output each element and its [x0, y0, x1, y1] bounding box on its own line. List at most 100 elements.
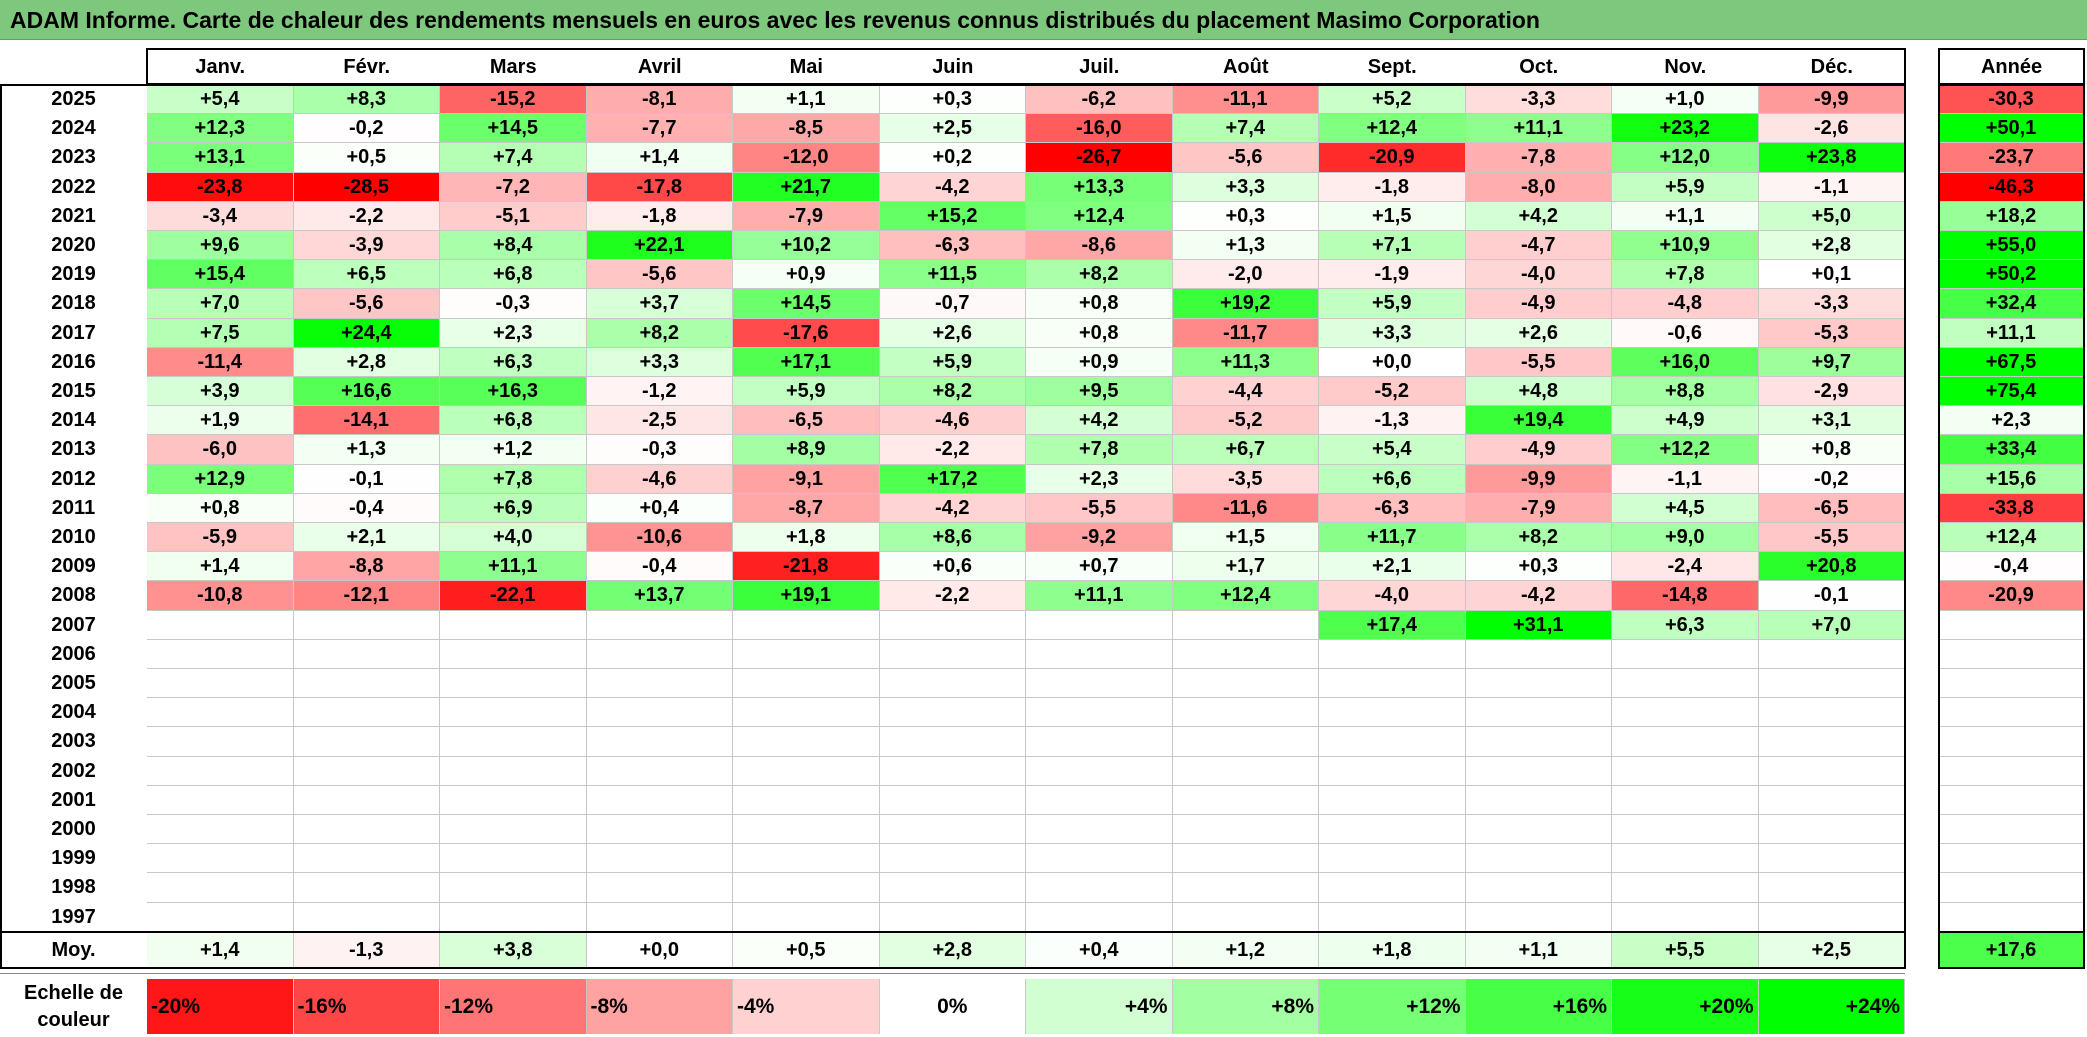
heatmap-cell: +6,8 [440, 406, 587, 436]
heatmap-cell [586, 727, 733, 757]
heatmap-cell: -0,7 [879, 289, 1026, 319]
heatmap-cell: +1,7 [1172, 552, 1319, 582]
heatmap-cell: +8,2 [586, 318, 733, 348]
year-label: 2014 [51, 409, 96, 432]
heatmap-cell [1465, 756, 1612, 786]
color-scale-stop: +12% [1319, 979, 1466, 1034]
heatmap-cell: +5,4 [147, 85, 294, 115]
heatmap-cell: -9,2 [1026, 523, 1173, 553]
heatmap-cell: +0,4 [586, 493, 733, 523]
heatmap-cell: +8,6 [879, 523, 1026, 553]
heatmap-cell: -9,9 [1758, 85, 1905, 115]
heatmap-cell [1758, 815, 1905, 845]
heatmap-cell [440, 727, 587, 757]
heatmap-cell: -11,7 [1172, 318, 1319, 348]
heatmap-cell: +12,4 [1026, 201, 1173, 231]
heatmap-cell: -5,6 [1172, 143, 1319, 173]
heatmap-cell: +0,5 [293, 143, 440, 173]
heatmap-cell [293, 639, 440, 669]
heatmap-cell [293, 669, 440, 699]
month-header: Févr. [343, 56, 391, 78]
heatmap-cell: -17,6 [733, 318, 880, 348]
month-header: Juin [932, 56, 974, 78]
heatmap-cell: -8,8 [293, 552, 440, 582]
heatmap-cell: +3,7 [586, 289, 733, 319]
heatmap-cell: -5,5 [1026, 493, 1173, 523]
annual-cell: -0,4 [1939, 552, 2084, 582]
heatmap-cell: +16,3 [440, 377, 587, 407]
heatmap-cell: +4,0 [440, 523, 587, 553]
heatmap-cell [440, 639, 587, 669]
heatmap-cell [293, 610, 440, 640]
heatmap-cell [1612, 756, 1759, 786]
heatmap-cell: +11,7 [1319, 523, 1466, 553]
heatmap-cell [147, 756, 294, 786]
heatmap-cell [1172, 610, 1319, 640]
heatmap-cell [1612, 727, 1759, 757]
heatmap-cell: -17,8 [586, 172, 733, 202]
average-cell: +5,5 [1612, 932, 1759, 968]
heatmap-cell [1465, 873, 1612, 903]
year-label: 2007 [51, 613, 96, 636]
month-header: Déc. [1810, 56, 1853, 78]
heatmap-cell [440, 669, 587, 699]
heatmap-cell [1319, 698, 1466, 728]
annual-cell [1939, 815, 2084, 845]
year-label: 2010 [51, 526, 96, 548]
heatmap-cell [1465, 815, 1612, 845]
heatmap-cell [1758, 669, 1905, 699]
heatmap-cell: +3,3 [1319, 318, 1466, 348]
heatmap-cell: +6,7 [1172, 435, 1319, 465]
heatmap-cell: -4,6 [879, 406, 1026, 436]
heatmap-cell [733, 873, 880, 903]
annual-cell: -30,3 [1939, 85, 2084, 115]
color-scale-stop: -20% [147, 979, 294, 1034]
heatmap-cell: -11,1 [1172, 85, 1319, 115]
heatmap-cell: +5,9 [879, 347, 1026, 377]
heatmap-cell: +12,4 [1319, 114, 1466, 144]
heatmap-cell: +5,9 [1319, 289, 1466, 319]
heatmap-cell [733, 698, 880, 728]
heatmap-cell [147, 610, 294, 640]
year-label: 2012 [51, 467, 96, 490]
heatmap-cell: +1,1 [733, 85, 880, 115]
heatmap-cell: +20,8 [1758, 552, 1905, 582]
heatmap-cell [1612, 902, 1759, 932]
heatmap-cell: -23,8 [147, 172, 294, 202]
heatmap-cell [1172, 639, 1319, 669]
heatmap-cell: -7,9 [1465, 493, 1612, 523]
heatmap-cell [1465, 902, 1612, 932]
heatmap-cell: -0,1 [293, 464, 440, 494]
heatmap-cell [1465, 639, 1612, 669]
heatmap-cell [1465, 785, 1612, 815]
heatmap-cell: +8,8 [1612, 377, 1759, 407]
heatmap-cell [1612, 698, 1759, 728]
color-scale-stop: -4% [733, 979, 880, 1034]
heatmap-cell [1026, 639, 1173, 669]
heatmap-cell: -7,2 [440, 172, 587, 202]
heatmap-cell [1319, 902, 1466, 932]
heatmap-cell: -0,6 [1612, 318, 1759, 348]
year-label: 2006 [51, 642, 96, 665]
heatmap-cell: +8,4 [440, 231, 587, 261]
month-header: Sept. [1367, 56, 1417, 78]
heatmap-cell [440, 756, 587, 786]
average-cell: +1,2 [1172, 932, 1319, 968]
heatmap-cell: +0,8 [1026, 318, 1173, 348]
heatmap-cell: -5,2 [1319, 377, 1466, 407]
annual-cell: +67,5 [1939, 347, 2084, 377]
heatmap-cell [1319, 756, 1466, 786]
heatmap-cell: +5,9 [1612, 172, 1759, 202]
heatmap-cell: -12,1 [293, 581, 440, 611]
year-label: 2003 [51, 730, 96, 753]
heatmap-cell: +4,8 [1465, 377, 1612, 407]
heatmap-cell [293, 727, 440, 757]
heatmap-cell: +7,0 [1758, 610, 1905, 640]
heatmap-cell: -5,1 [440, 201, 587, 231]
heatmap-cell: +0,0 [1319, 347, 1466, 377]
heatmap-cell [293, 756, 440, 786]
heatmap-cell: +9,7 [1758, 347, 1905, 377]
heatmap-cell [1319, 727, 1466, 757]
heatmap-cell: +7,8 [1026, 435, 1173, 465]
heatmap-cell: -0,2 [293, 114, 440, 144]
